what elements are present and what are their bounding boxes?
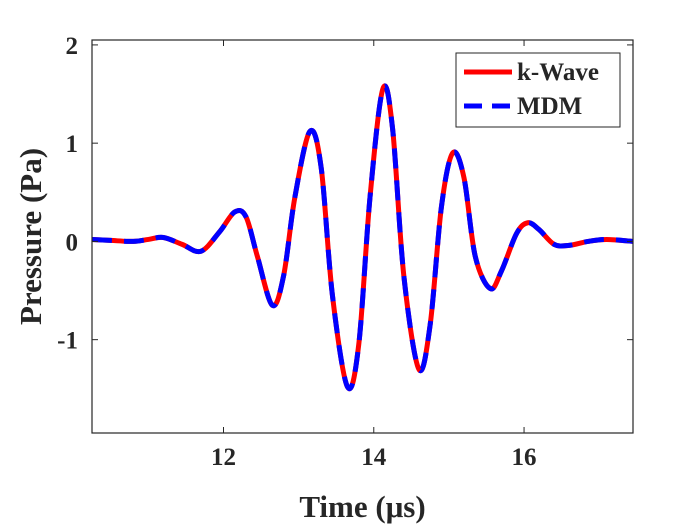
y-tick-label: 2 <box>66 33 79 60</box>
x-tick-label: 12 <box>211 444 236 471</box>
y-tick-label: 1 <box>66 131 79 158</box>
ticks-layer: 12 14 16 2 1 0 -1 <box>57 33 633 471</box>
x-tick-label: 16 <box>512 444 537 471</box>
series-line-mdm <box>92 83 633 392</box>
legend: k-Wave MDM <box>455 52 621 128</box>
y-tick-label: 0 <box>66 229 79 256</box>
series-layer <box>92 83 633 392</box>
x-tick-label: 14 <box>361 444 387 471</box>
legend-label-mdm: MDM <box>517 93 582 120</box>
legend-box <box>455 52 621 128</box>
y-axis-label: Pressure (Pa) <box>13 148 48 325</box>
series-line-kwave <box>92 83 633 392</box>
x-axis-label: Time (μs) <box>299 489 425 524</box>
legend-label-kwave: k-Wave <box>517 59 599 86</box>
plot-frame <box>91 39 634 434</box>
y-tick-label: -1 <box>57 328 78 355</box>
